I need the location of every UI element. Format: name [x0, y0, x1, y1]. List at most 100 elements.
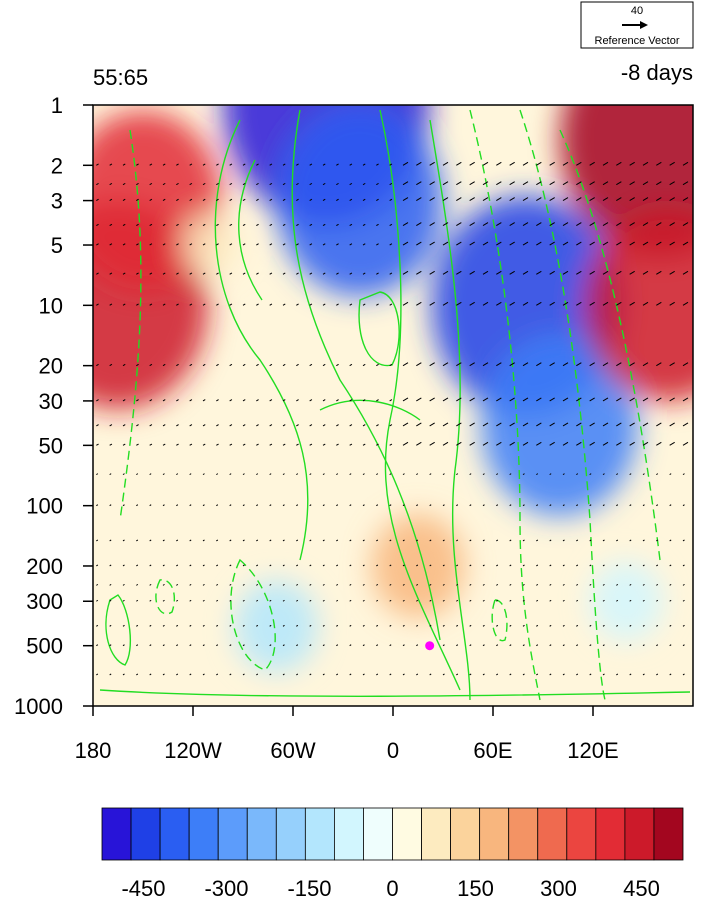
wind-vector — [309, 473, 312, 476]
wind-vector — [642, 241, 649, 246]
wind-vector — [309, 443, 313, 446]
wind-vector — [656, 644, 659, 647]
wind-vector — [536, 270, 542, 275]
wind-vector — [509, 362, 515, 367]
wind-vector — [376, 243, 379, 246]
wind-vector — [522, 397, 529, 402]
wind-vector — [442, 583, 445, 586]
wind-vector — [429, 441, 435, 446]
wind-vector — [482, 422, 489, 427]
wind-vector — [496, 673, 499, 676]
wind-vector — [216, 644, 219, 647]
wind-vector — [522, 473, 525, 476]
wind-vector — [536, 181, 542, 186]
wind-vector — [469, 644, 472, 647]
wind-vector — [576, 564, 579, 567]
wind-vector — [149, 599, 152, 602]
wind-vector — [656, 599, 659, 602]
wind-vector — [309, 539, 312, 542]
wind-vector — [136, 443, 139, 446]
wind-vector — [189, 424, 193, 427]
wind-vector — [176, 673, 179, 676]
colorbar-swatch — [304, 807, 335, 861]
wind-vector — [389, 303, 393, 306]
left-title: 55:65 — [93, 65, 148, 90]
wind-vector — [456, 673, 459, 676]
wind-vector — [296, 473, 299, 476]
wind-vector — [269, 443, 273, 446]
wind-vector — [242, 583, 245, 586]
wind-vector — [176, 564, 179, 567]
wind-vector — [442, 241, 449, 246]
wind-vector — [536, 539, 539, 542]
wind-vector — [362, 272, 366, 275]
wind-vector — [202, 223, 206, 227]
wind-vector — [349, 443, 353, 446]
wind-vector — [416, 241, 422, 246]
wind-vector — [469, 624, 472, 627]
wind-vector — [256, 223, 259, 227]
colorbar-label: 0 — [386, 876, 398, 898]
colorbar-swatch — [566, 807, 597, 861]
wind-vector — [256, 624, 259, 627]
wind-vector — [229, 473, 232, 476]
wind-vector — [482, 441, 489, 446]
wind-vector — [429, 197, 435, 202]
wind-vector — [282, 583, 285, 586]
wind-vector — [642, 301, 649, 306]
wind-vector — [589, 181, 595, 186]
wind-vector — [109, 272, 113, 275]
colorbar: -450 -300 -150 0 150 300 450 — [101, 807, 684, 898]
field-region-2 — [181, 215, 239, 276]
wind-vector — [469, 397, 475, 402]
x-tick-label: 60W — [270, 738, 315, 763]
wind-vector — [269, 504, 272, 507]
wind-vector — [456, 197, 462, 202]
wind-vector — [616, 441, 622, 446]
wind-vector — [362, 243, 366, 246]
wind-vector — [589, 539, 592, 542]
wind-vector — [162, 198, 166, 202]
wind-vector — [376, 198, 379, 202]
wind-vector — [549, 241, 555, 246]
wind-vector — [122, 564, 125, 567]
wind-vector — [149, 399, 153, 402]
wind-vector — [562, 301, 569, 306]
wind-vector — [682, 599, 685, 602]
wind-vector — [202, 424, 206, 427]
wind-vector — [309, 583, 312, 586]
wind-vector — [229, 223, 233, 227]
wind-vector — [376, 303, 379, 306]
shaded-field — [93, 105, 693, 706]
wind-vector — [469, 181, 475, 186]
wind-vector — [469, 301, 475, 306]
wind-vector — [576, 441, 582, 446]
wind-vector — [296, 583, 299, 586]
wind-vector — [589, 397, 595, 402]
wind-vector — [416, 397, 422, 402]
wind-vector — [349, 673, 352, 676]
wind-vector — [162, 363, 166, 367]
wind-vector — [669, 583, 672, 586]
wind-vector — [109, 539, 112, 542]
wind-vector — [362, 644, 365, 647]
wind-vector — [162, 163, 166, 166]
wind-vector — [136, 539, 139, 542]
wind-vector — [456, 504, 459, 507]
wind-vector — [176, 272, 179, 275]
wind-vector — [229, 564, 232, 567]
wind-vector — [322, 583, 325, 586]
colorbar-swatch — [217, 807, 248, 861]
wind-vector — [389, 243, 393, 246]
wind-vector — [496, 624, 499, 627]
wind-vector — [162, 473, 165, 476]
wind-vector — [189, 182, 193, 186]
wind-vector — [576, 504, 579, 507]
wind-vector — [162, 243, 166, 246]
wind-vector — [216, 673, 219, 676]
wind-vector — [282, 424, 286, 427]
wind-vector — [509, 222, 515, 227]
colorbar-swatch — [159, 807, 190, 861]
wind-vector — [589, 624, 592, 627]
